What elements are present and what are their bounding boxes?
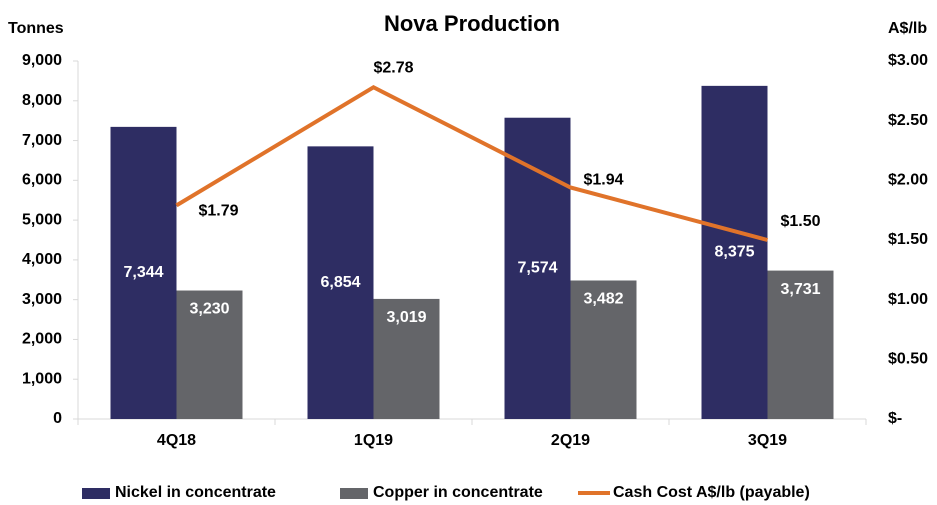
x-tick-label: 1Q19 <box>354 432 393 449</box>
line-label: $1.94 <box>583 172 623 189</box>
y-tick-label: 6,000 <box>22 172 62 189</box>
bar <box>307 146 374 420</box>
bar-label: 6,854 <box>320 274 360 291</box>
legend-label: Copper in concentrate <box>373 484 543 501</box>
y-tick-label: 4,000 <box>22 251 62 268</box>
bar-label: 3,731 <box>780 281 820 298</box>
y2-axis-label: A$/lb <box>888 20 927 37</box>
bar <box>767 270 834 419</box>
bar-label: 3,230 <box>189 301 229 318</box>
y-tick-label: 8,000 <box>22 92 62 109</box>
y-tick-label: 1,000 <box>22 370 62 387</box>
legend-label: Nickel in concentrate <box>115 484 276 501</box>
bar <box>373 298 440 419</box>
y-tick-label: 2,000 <box>22 331 62 348</box>
bar <box>110 126 177 419</box>
bar-label: 3,019 <box>386 309 426 326</box>
x-tick-label: 3Q19 <box>748 432 787 449</box>
y-tick-label: 5,000 <box>22 211 62 228</box>
line <box>175 84 769 242</box>
bar-label: 3,482 <box>583 291 623 308</box>
y2-tick-label: $2.00 <box>888 172 928 189</box>
x-tick-label: 4Q18 <box>157 432 196 449</box>
bar <box>701 85 768 419</box>
y2-tick-label: $1.00 <box>888 291 928 308</box>
y-tick-label: 9,000 <box>22 52 62 69</box>
line-label: $2.78 <box>373 59 413 76</box>
chart-title: Nova Production <box>384 11 560 36</box>
bar-label: 7,344 <box>123 264 163 281</box>
legend-swatch <box>340 488 368 499</box>
y-tick-label: 0 <box>53 410 62 427</box>
y2-tick-label: $3.00 <box>888 52 928 69</box>
bar <box>570 280 637 419</box>
bar <box>176 290 243 419</box>
y2-tick-label: $0.50 <box>888 351 928 368</box>
y2-tick-label: $- <box>888 410 902 427</box>
y-axis-label: Tonnes <box>8 20 64 37</box>
bar-label: 7,574 <box>517 260 557 277</box>
y-tick-label: 7,000 <box>22 132 62 149</box>
y2-tick-label: $1.50 <box>888 231 928 248</box>
y2-tick-label: $2.50 <box>888 112 928 129</box>
bar <box>504 117 571 419</box>
line-label: $1.79 <box>198 203 238 220</box>
bar-label: 8,375 <box>714 244 754 261</box>
legend-swatch <box>82 488 110 499</box>
x-tick-label: 2Q19 <box>551 432 590 449</box>
y-tick-label: 3,000 <box>22 291 62 308</box>
legend-label: Cash Cost A$/lb (payable) <box>613 484 810 501</box>
line-label: $1.50 <box>780 213 820 230</box>
